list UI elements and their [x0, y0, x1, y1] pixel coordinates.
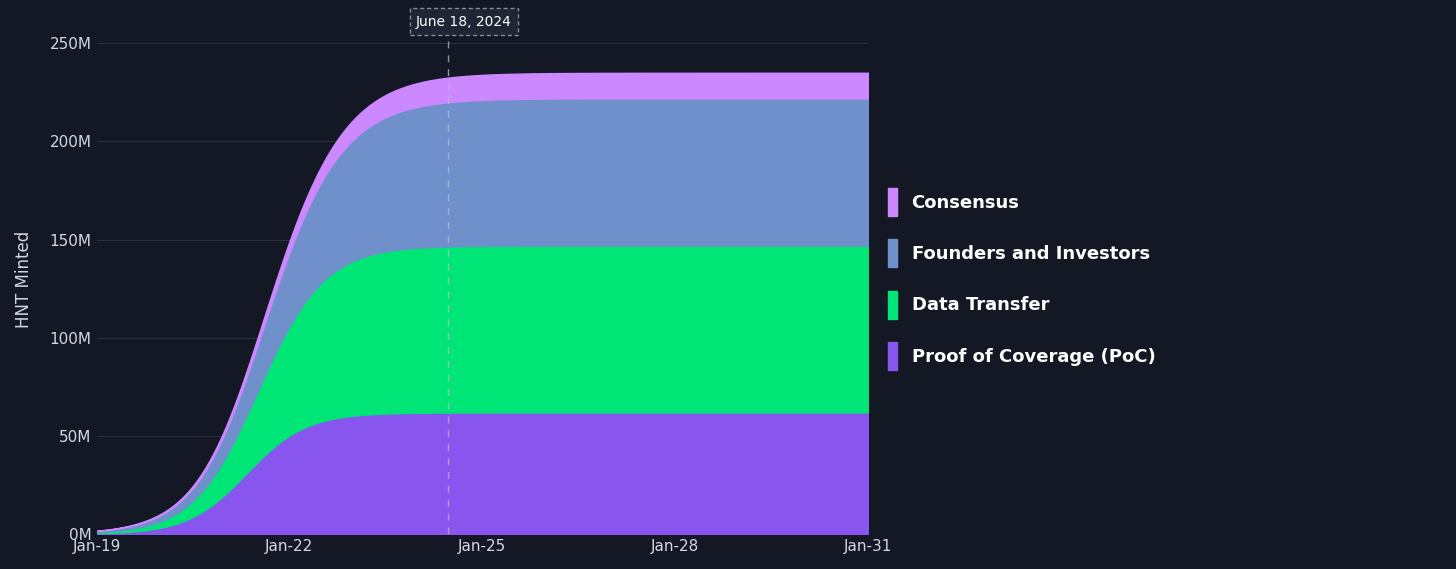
Y-axis label: HNT Minted: HNT Minted — [15, 230, 33, 328]
Legend: Consensus, Founders and Investors, Data Transfer, Proof of Coverage (PoC): Consensus, Founders and Investors, Data … — [881, 181, 1162, 377]
Text: June 18, 2024: June 18, 2024 — [416, 15, 513, 28]
